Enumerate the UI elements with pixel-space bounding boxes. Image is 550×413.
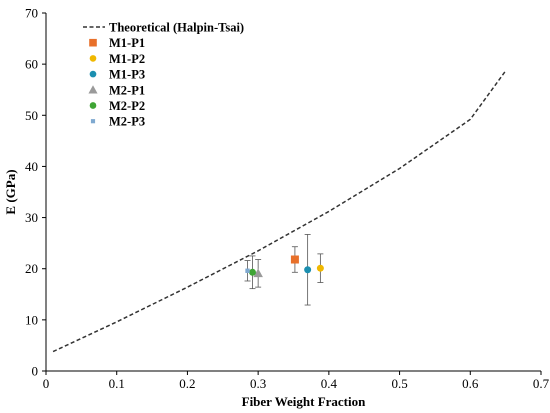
legend-label-m2-p1: M2-P1 <box>109 83 145 97</box>
legend-swatch-m2-p1 <box>88 85 98 94</box>
y-tick-label: 0 <box>32 364 39 379</box>
legend-label-m1-p2: M1-P2 <box>109 52 145 66</box>
legend-label-m2-p2: M2-P2 <box>109 99 145 113</box>
legend-swatch-m2-p3 <box>90 119 96 124</box>
y-axis-title: E (GPa) <box>3 169 18 214</box>
axes: 0 0.1 0.2 0.3 0.4 0.5 0.6 0.7 0 10 20 30 40 50 60 70 <box>25 6 550 392</box>
legend-label-theoretical-halpin-tsai: Theoretical (Halpin-Tsai) <box>109 21 244 35</box>
point-m1-p1 <box>290 255 299 264</box>
x-tick-label: 0.6 <box>462 376 479 391</box>
legend-label-m1-p3: M1-P3 <box>109 68 145 82</box>
legend-swatch-m1-p2 <box>89 55 97 62</box>
legend-swatch-m2-p2 <box>89 102 97 109</box>
point-m2-p3 <box>245 268 250 273</box>
x-tick-label: 0.3 <box>250 376 266 391</box>
point-m1-p2 <box>316 264 324 272</box>
legend-swatch-m1-p3 <box>89 70 97 78</box>
x-tick-label: 0.4 <box>321 376 338 391</box>
y-tick-label: 60 <box>25 57 38 72</box>
legend-label-m1-p1: M1-P1 <box>109 36 145 50</box>
data-points <box>244 234 324 306</box>
y-tick-label: 40 <box>25 159 38 174</box>
point-m2-p2 <box>248 268 256 276</box>
y-tick-label: 50 <box>25 108 38 123</box>
x-tick-label: 0.7 <box>533 376 550 391</box>
point-m2-p1 <box>253 268 263 278</box>
y-tick-label: 30 <box>25 210 38 225</box>
x-tick-label: 0.1 <box>109 376 125 391</box>
theoretical-curve <box>52 70 507 353</box>
x-tick-label: 0.2 <box>179 376 195 391</box>
y-tick-label: 70 <box>25 6 38 21</box>
legend: Theoretical (Halpin-Tsai)M1-P1 M1-P2 M1-P3… <box>83 21 244 129</box>
curve-theoretical-halpin-tsai <box>52 70 507 353</box>
y-tick-label: 20 <box>25 261 38 276</box>
x-tick-label: 0.5 <box>391 376 407 391</box>
y-tick-label: 10 <box>25 312 38 327</box>
point-m1-p3 <box>304 266 312 274</box>
x-axis-title: Fiber Weight Fraction <box>242 394 366 409</box>
legend-label-m2-p3: M2-P3 <box>109 115 145 129</box>
legend-swatch-m1-p1 <box>89 38 97 47</box>
x-tick-label: 0 <box>43 376 50 391</box>
